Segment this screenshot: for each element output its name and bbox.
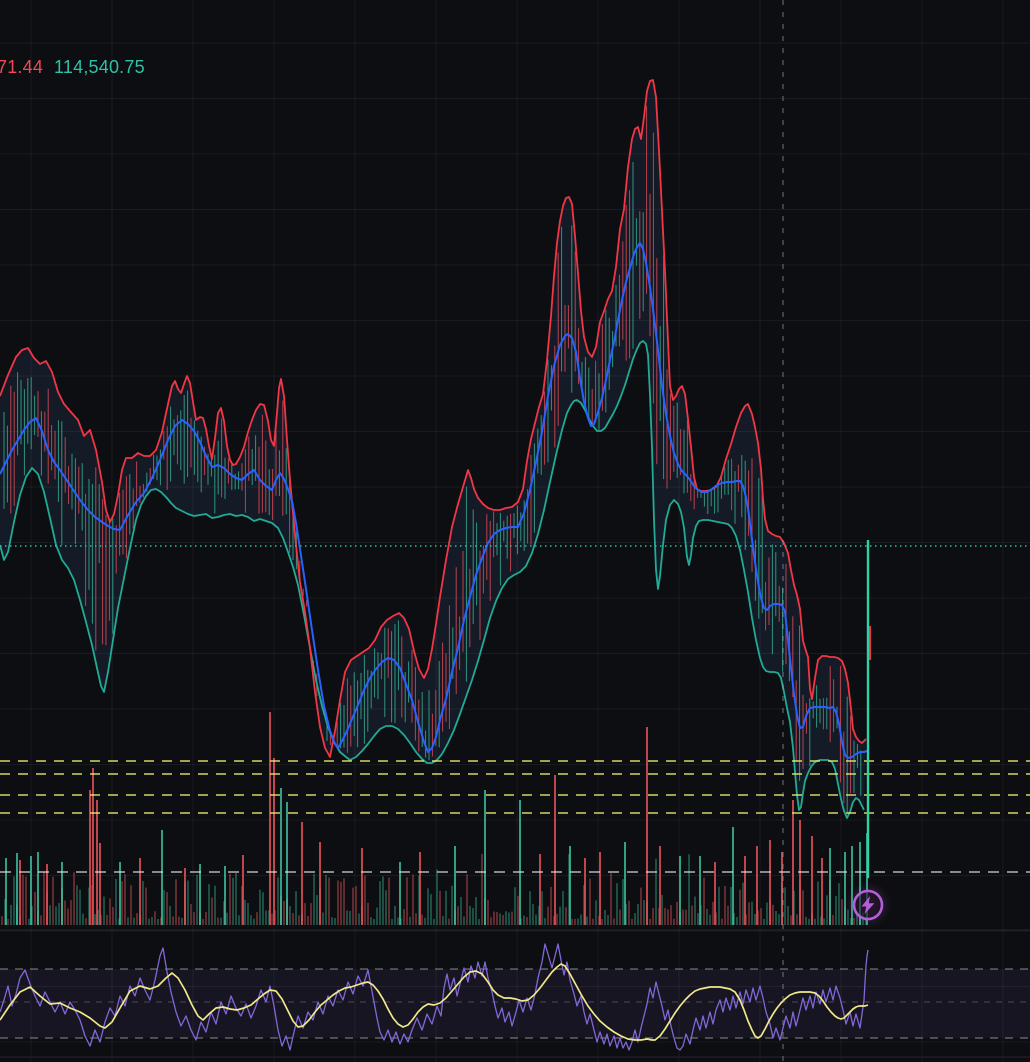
volume-bars [1,712,868,925]
level-lines [0,545,1030,873]
lightning-bolt-icon [861,896,875,914]
legend-value-green: 114,540.75 [54,57,145,77]
legend-value-red: 71.44 [0,57,44,77]
oscillator-pane [0,943,1030,1051]
flash-event-icon[interactable] [851,888,885,922]
pane-separators [0,929,1030,1058]
indicator-legend: 71.44 114,540.75 [0,57,145,78]
last-candle [866,540,871,878]
price-series [0,79,868,819]
